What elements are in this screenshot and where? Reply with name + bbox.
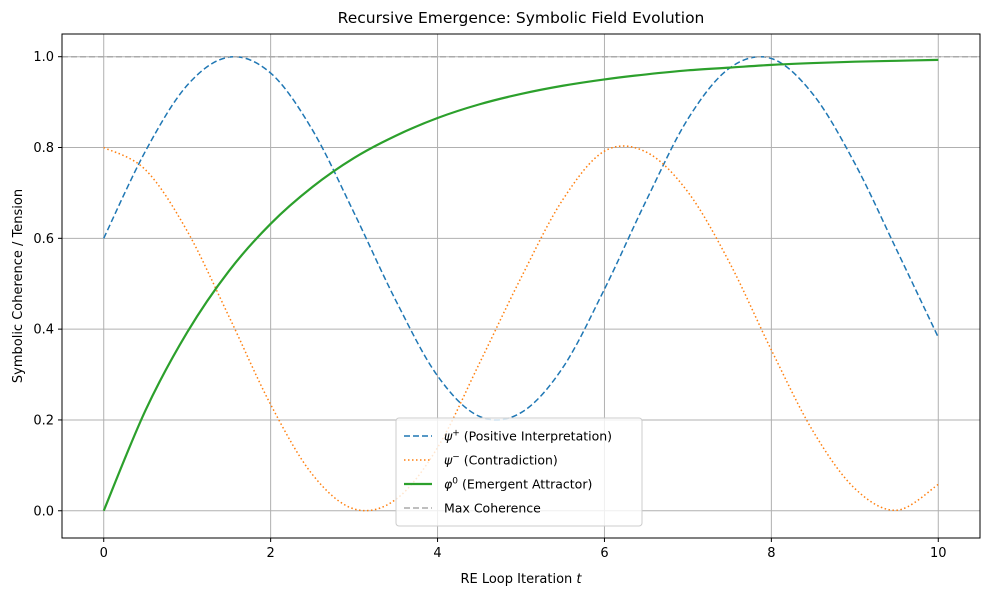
legend-label-2: φ0 (Emergent Attractor) — [444, 477, 592, 492]
legend-entry-0: ψ+ (Positive Interpretation) — [404, 429, 612, 444]
legend-text-1: (Contradiction) — [464, 453, 558, 468]
y-tick-label-1: 0.2 — [33, 413, 54, 428]
x-tick-label-4: 8 — [767, 546, 775, 561]
plot-lines — [62, 55, 980, 512]
legend-symbol-1: ψ — [444, 453, 453, 468]
y-tick-label-3: 0.6 — [33, 232, 54, 247]
legend-entry-1: ψ− (Contradiction) — [404, 453, 558, 468]
series-line-2 — [102, 58, 939, 512]
legend-sup-0: + — [452, 429, 460, 439]
x-tick-label-5: 10 — [930, 546, 947, 561]
y-tick-label-0: 0.0 — [33, 504, 54, 519]
legend-sup-1: − — [452, 453, 460, 463]
legend-text-0: (Positive Interpretation) — [464, 429, 612, 444]
y-axis-ticks: 0.0 0.2 0.4 0.6 0.8 1.0 — [33, 50, 62, 519]
x-tick-label-2: 4 — [433, 546, 441, 561]
legend-sup-2: 0 — [452, 477, 458, 487]
y-tick-label-5: 1.0 — [33, 50, 54, 65]
x-axis-label-text: RE Loop Iteration — [460, 572, 572, 587]
x-axis-label-var: t — [576, 572, 582, 587]
legend-entry-3: Max Coherence — [404, 501, 541, 516]
x-tick-label-1: 2 — [266, 546, 274, 561]
legend-label-0: ψ+ (Positive Interpretation) — [444, 429, 612, 444]
legend: ψ+ (Positive Interpretation)ψ− (Contradict… — [395, 417, 643, 527]
chart-title: Recursive Emergence: Symbolic Field Evol… — [338, 9, 705, 27]
series-line-0 — [103, 55, 939, 421]
x-tick-label-0: 0 — [100, 546, 108, 561]
legend-text-2: (Emergent Attractor) — [462, 477, 592, 492]
legend-label-1: ψ− (Contradiction) — [444, 453, 558, 468]
legend-entry-2: φ0 (Emergent Attractor) — [404, 477, 592, 492]
x-tick-label-3: 6 — [600, 546, 608, 561]
y-tick-label-2: 0.4 — [33, 323, 54, 338]
x-axis-ticks: 0 2 4 6 8 10 — [100, 538, 947, 561]
legend-symbol-2: φ — [444, 477, 453, 492]
y-axis-label: Symbolic Coherence / Tension — [11, 189, 26, 383]
series-line-1 — [103, 145, 939, 512]
y-tick-label-4: 0.8 — [33, 141, 54, 156]
legend-symbol-0: ψ — [444, 429, 453, 444]
legend-label-3: Max Coherence — [444, 501, 541, 516]
x-axis-label: RE Loop Iteration t — [460, 572, 582, 587]
plot-frame — [61, 33, 981, 539]
legend-box — [395, 417, 643, 527]
